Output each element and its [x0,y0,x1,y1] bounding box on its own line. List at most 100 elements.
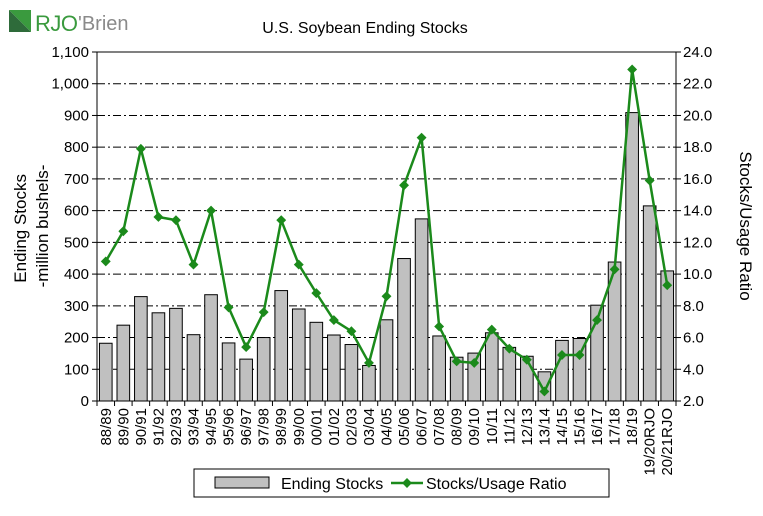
chart-title: U.S. Soybean Ending Stocks [262,20,467,37]
line-point [346,326,357,337]
right-tick-label: 24.0 [683,44,712,61]
bar-series [98,112,675,402]
line-point [328,315,339,326]
x-tick-label: 20/21RJO [659,408,676,476]
line-point [539,386,550,397]
y-axis-label: Ending Stocks -million bushels- [11,165,52,288]
x-tick-label: 09/10 [466,408,483,446]
x-tick-label: 06/07 [414,408,431,446]
x-tick-label: 10/11 [484,408,501,444]
bar [379,319,394,402]
bar [625,112,639,402]
x-tick-label: 07/08 [431,408,448,446]
left-tick-label: 900 [64,107,89,124]
x-tick-label: 89/90 [115,408,132,446]
bar [204,294,218,402]
bar [555,339,569,402]
x-tick-label: 03/04 [361,408,378,446]
left-tick-label: 500 [64,234,89,251]
x-tick-label: 98/99 [273,408,290,446]
right-tick-label: 6.0 [683,330,704,347]
right-tick-label: 2.0 [683,393,704,410]
left-tick-label: 1,000 [51,76,89,93]
line-point [118,226,129,237]
bar [186,334,201,402]
line-point [364,357,374,368]
x-tick-label: 12/13 [519,408,536,446]
line-point [469,357,480,368]
legend-label-ending-stocks: Ending Stocks [281,476,383,493]
left-axis-ticks: 0 100 200 300 400 500 600 700 800 900 1,000 1,100 [51,44,97,410]
line-point [504,343,515,354]
right-tick-label: 16.0 [683,171,712,188]
x-tick-label: 99/00 [291,408,308,446]
x-axis-ticks: 88/89 89/90 90/91 91/92 92/93 93/94 94/95 95/96… [96,401,677,476]
x-tick-label: 91/92 [150,408,167,446]
left-tick-label: 1,100 [51,44,89,61]
right-tick-label: 4.0 [683,361,704,378]
bar [256,337,271,402]
x-tick-label: 95/96 [221,408,238,446]
x-tick-label: 05/06 [396,408,413,446]
line-point [311,288,322,299]
right-tick-label: 22.0 [683,76,712,93]
x-tick-label: 97/98 [256,408,273,446]
line-point [153,212,164,222]
y2-axis-label: Stocks/Usage Ratio [736,151,755,300]
right-tick-label: 18.0 [683,139,712,156]
line-point [206,205,216,216]
bar [116,324,131,402]
y-axis-label-line1: Ending Stocks [11,174,30,283]
left-tick-label: 400 [64,266,89,283]
right-axis-ticks: 2.0 4.0 6.0 8.0 10.0 12.0 14.0 16.0 18.0 20.0 22.0… [676,44,712,410]
left-tick-label: 100 [64,361,89,378]
bar [327,334,341,402]
bar [239,358,253,402]
left-tick-label: 300 [64,298,89,315]
bar [467,352,482,402]
line-point [574,350,585,360]
left-tick-label: 0 [81,393,89,410]
x-tick-label: 00/01 [308,408,325,446]
x-tick-label: 01/02 [326,408,343,446]
line-point [223,302,234,313]
bar [151,312,166,402]
x-tick-label: 18/19 [624,408,641,446]
line-point [644,175,655,186]
bar [660,270,675,402]
line-point [258,307,269,318]
x-tick-label: 16/17 [589,408,606,446]
rjobrien-logo: RJO 'Brien [9,10,129,36]
x-tick-label: 94/95 [203,408,220,446]
line-point [609,264,620,275]
bar [502,346,517,402]
left-tick-label: 600 [64,203,89,220]
line-point [293,259,304,270]
line-point [434,321,445,332]
bar [362,364,376,402]
bar [291,308,306,402]
right-tick-label: 12.0 [683,234,712,251]
line-point [188,259,199,270]
logo-text-main: RJO [35,11,78,36]
bar [432,335,446,402]
x-tick-label: 19/20RJO [642,408,659,476]
bar [642,205,657,402]
legend-label-stocks-usage: Stocks/Usage Ratio [426,476,567,493]
line-point [241,342,252,353]
line-point [276,215,287,226]
left-tick-label: 700 [64,171,89,188]
gridlines [97,83,676,370]
right-tick-label: 20.0 [683,107,712,124]
line-point [399,180,409,191]
bar [484,332,499,402]
x-tick-label: 93/94 [186,408,203,446]
x-tick-label: 15/16 [572,408,589,446]
x-tick-label: 11/12 [501,408,518,444]
line-point [557,350,567,360]
left-tick-label: 200 [64,330,89,347]
bar [414,218,429,402]
right-tick-label: 14.0 [683,203,712,220]
bar [98,342,113,402]
